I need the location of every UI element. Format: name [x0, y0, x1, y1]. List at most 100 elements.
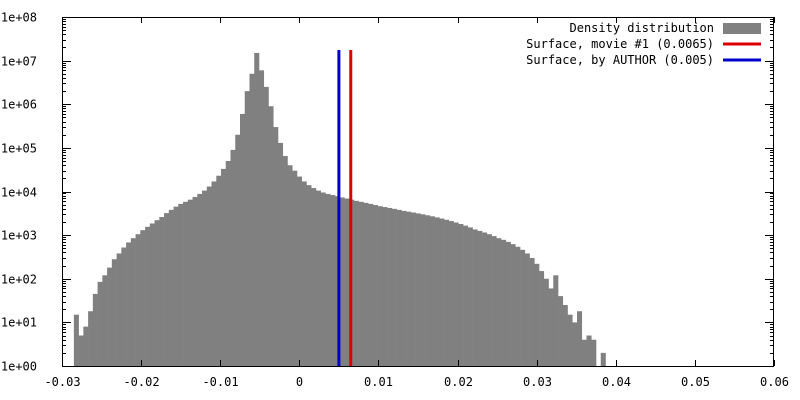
histogram-bar: [429, 216, 435, 366]
histogram-bar: [206, 186, 212, 366]
y-tick-label: 1e+01: [1, 316, 37, 330]
histogram-bar: [344, 198, 350, 366]
y-tick-label: 1e+02: [1, 273, 37, 287]
legend-label: Surface, movie #1 (0.0065): [526, 37, 714, 51]
histogram-bar: [221, 168, 227, 366]
histogram-bar: [197, 193, 203, 366]
y-axis: 1e+00 1e+01 1e+02 1e+03 1e+04 1e+05 1e+06 1e+07…: [1, 11, 774, 374]
y-tick-label: 1e+03: [1, 229, 37, 243]
histogram-bar: [325, 193, 331, 366]
histogram-bar: [415, 213, 421, 366]
histogram-bar: [301, 181, 307, 366]
histogram-bar: [581, 339, 587, 366]
histogram-bar: [439, 218, 445, 366]
histogram-bar: [249, 73, 255, 366]
histogram-bar: [277, 142, 284, 366]
histogram-bar: [73, 314, 79, 366]
histogram-bar: [496, 238, 502, 366]
histogram-bar: [548, 288, 554, 366]
histogram-bar: [78, 335, 84, 366]
histogram-bar: [448, 221, 454, 366]
histogram-bar: [230, 149, 236, 366]
x-tick-label: 0.06: [760, 375, 789, 389]
x-tick-label: 0.03: [523, 375, 552, 389]
histogram-bar: [524, 253, 530, 366]
histogram-bar: [240, 113, 246, 367]
histogram-bar: [591, 339, 597, 366]
histogram-bar: [121, 247, 127, 366]
histogram-bar: [577, 311, 583, 366]
histogram-bar: [145, 226, 151, 366]
y-tick-label: 1e+07: [1, 55, 37, 69]
histogram-bar: [505, 241, 511, 366]
histogram-bar: [126, 242, 132, 366]
histogram-bar: [235, 134, 241, 366]
histogram-bar: [83, 326, 89, 366]
histogram-bar: [562, 305, 568, 366]
histogram-bar: [453, 222, 459, 366]
histogram-bar: [263, 86, 269, 366]
histogram-bar: [486, 234, 492, 366]
histogram-bar: [273, 127, 279, 366]
histogram-bar: [567, 314, 573, 366]
legend-label: Density distribution: [570, 21, 715, 35]
histogram-bar: [192, 196, 198, 366]
histogram-bar: [254, 52, 260, 366]
x-axis: -0.03 -0.02 -0.01 0 0.01 0.02 0.03 0.04 0.05 0.06: [44, 17, 789, 389]
histogram-bar: [173, 206, 179, 366]
histogram-bar: [420, 214, 426, 366]
histogram-bar: [282, 156, 288, 366]
histogram-bar: [130, 238, 136, 366]
histogram-bar: [311, 188, 317, 366]
histogram-bar: [211, 181, 217, 366]
histogram-bar: [520, 249, 526, 366]
histogram-bar: [92, 293, 98, 366]
histogram-bar: [140, 230, 146, 366]
x-tick-label: 0: [296, 375, 303, 389]
x-tick-label: 0.02: [444, 375, 473, 389]
histogram-bar: [491, 236, 497, 366]
histogram-bar: [135, 234, 141, 366]
x-tick-label: 0.01: [364, 375, 393, 389]
histogram-bar: [339, 197, 345, 366]
histogram-bar: [358, 201, 364, 366]
histogram-bar: [586, 335, 592, 366]
histogram-bar: [396, 209, 402, 366]
y-tick-label: 1e+00: [1, 360, 37, 374]
histogram-bar: [472, 229, 478, 366]
histogram-bar: [368, 203, 374, 366]
x-tick-label: -0.02: [123, 375, 159, 389]
histogram-bar: [391, 208, 397, 366]
x-tick-label: -0.01: [202, 375, 238, 389]
histogram-bar: [178, 203, 184, 366]
histogram-bar: [187, 199, 193, 366]
y-tick-label: 1e+05: [1, 142, 37, 156]
histogram-bar: [539, 271, 545, 366]
histogram-bar: [477, 230, 483, 366]
histogram-bar: [372, 205, 378, 366]
histogram-bar: [463, 225, 469, 366]
histogram-bar: [529, 257, 535, 366]
histogram-bar: [515, 246, 521, 366]
histogram-bar: [168, 209, 174, 366]
histogram-bars: [73, 52, 606, 367]
y-tick-label: 1e+08: [1, 11, 37, 25]
histogram-bar: [434, 217, 440, 366]
histogram-bar: [183, 201, 189, 366]
histogram-bar: [315, 190, 321, 366]
histogram-bar: [406, 211, 412, 366]
histogram-bar: [425, 215, 431, 366]
histogram-bar: [572, 322, 578, 367]
histogram-bar: [116, 253, 122, 366]
x-tick-label: 0.05: [681, 375, 710, 389]
histogram-bar: [534, 263, 540, 366]
histogram-bar: [553, 275, 559, 366]
histogram-bar: [111, 259, 117, 366]
y-tick-label: 1e+04: [1, 186, 37, 200]
histogram-bar: [458, 223, 464, 366]
histogram-bar: [410, 212, 416, 366]
histogram-bar: [164, 213, 170, 366]
histogram-bar: [268, 106, 274, 366]
histogram-bar: [387, 207, 393, 366]
